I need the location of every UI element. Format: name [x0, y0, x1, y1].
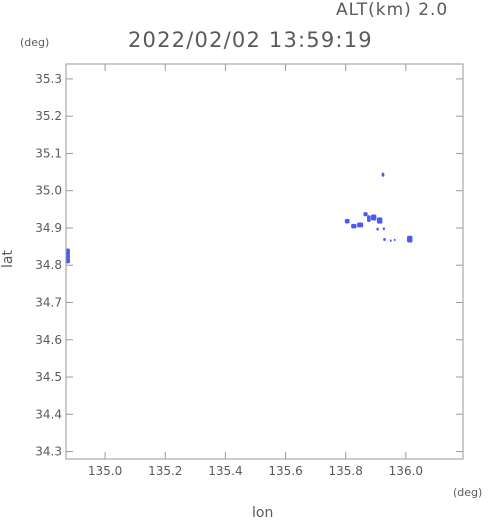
plot-frame [65, 63, 464, 460]
y-tick-label: 34.9 [35, 221, 62, 235]
echo-point [389, 239, 392, 242]
echo-point [351, 223, 357, 229]
echo-point [376, 227, 379, 231]
y-tick-label: 35.0 [35, 184, 62, 198]
echo-point [367, 215, 371, 222]
echo-point [363, 212, 368, 217]
y-tick-label: 35.1 [35, 146, 62, 160]
echo-series [66, 172, 413, 264]
timestamp-title: 2022/02/02 13:59:19 [128, 28, 373, 52]
y-tick-label: 34.3 [35, 445, 62, 459]
x-tick-label: 135.8 [329, 464, 363, 478]
y-axis-unit: (deg) [20, 36, 50, 49]
echo-point [381, 172, 385, 177]
echo-point [376, 217, 383, 224]
y-tick-label: 34.5 [35, 370, 62, 384]
y-tick-label: 34.4 [35, 407, 62, 421]
y-tick-label: 34.8 [35, 258, 62, 272]
echo-point [370, 214, 377, 221]
x-tick-label: 135.4 [208, 464, 242, 478]
x-tick-label: 135.0 [88, 464, 122, 478]
altitude-label: ALT(km) 2.0 [336, 0, 449, 20]
echo-point [382, 227, 385, 231]
x-tick-label: 135.2 [148, 464, 182, 478]
y-tick-label: 35.3 [35, 72, 62, 86]
x-tick-label: 135.6 [268, 464, 302, 478]
y-tick-label: 34.7 [35, 295, 62, 309]
x-tick-label: 136.0 [389, 464, 423, 478]
axis-ticks: 34.3 34.4 34.5 34.6 34.7 34.8 34.9 35.0 35.1 35.2… [35, 64, 463, 478]
x-axis-label: lon [252, 505, 274, 521]
echo-point [383, 238, 386, 242]
x-axis-unit: (deg) [453, 486, 483, 499]
y-tick-label: 35.2 [35, 109, 62, 123]
echo-point [344, 219, 350, 224]
echo-point [357, 222, 364, 228]
echo-point [66, 248, 70, 264]
echo-point [393, 238, 396, 242]
echo-point [407, 235, 413, 243]
y-tick-label: 34.6 [35, 333, 62, 347]
